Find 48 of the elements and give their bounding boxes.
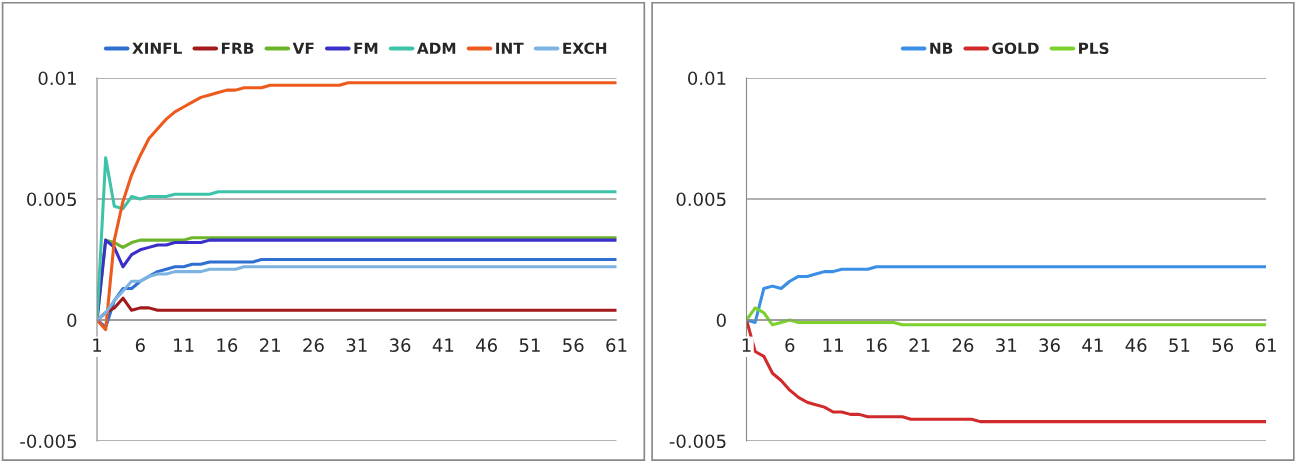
x-tick-label: 1 <box>93 338 102 352</box>
legend-label: EXCH <box>563 42 607 55</box>
y-tick-label: 0.01 <box>688 71 726 86</box>
x-tick-label: 61 <box>1255 338 1276 353</box>
x-tick-label: 51 <box>519 338 540 353</box>
legend-label: XINFL <box>132 42 182 54</box>
x-tick-label: 11 <box>823 338 843 352</box>
x-tick-label: 46 <box>1125 338 1147 353</box>
x-tick-label: 56 <box>563 338 584 353</box>
x-tick-label: 56 <box>1212 338 1234 353</box>
x-tick-label: 6 <box>135 338 145 353</box>
legend-label: FRB <box>221 42 254 54</box>
y-tick-label: 0 <box>716 313 726 328</box>
y-tick-label: 0.005 <box>27 192 76 207</box>
x-tick-label: 31 <box>996 338 1017 353</box>
x-tick-label: 21 <box>909 338 930 352</box>
legend-label: ADM <box>416 42 456 54</box>
x-tick-label: 41 <box>432 338 454 352</box>
legend-label: FM <box>354 42 378 54</box>
y-tick-label: -0.005 <box>20 434 76 449</box>
legend-label: NB <box>930 42 953 54</box>
x-tick-label: 16 <box>866 338 887 353</box>
line-series <box>97 265 617 322</box>
line-series <box>746 265 1266 324</box>
legend-label: PLS <box>1079 42 1109 55</box>
x-tick-label: 26 <box>303 338 324 353</box>
x-tick-label: 26 <box>952 338 974 353</box>
legend-label: GOLD <box>992 42 1039 55</box>
x-tick-label: 46 <box>476 338 497 353</box>
y-tick-label: 0.01 <box>38 71 76 86</box>
legend-label: VF <box>292 42 314 54</box>
line-series <box>746 306 1266 327</box>
x-tick-label: 21 <box>260 338 280 352</box>
x-tick-label: 51 <box>1169 338 1190 353</box>
line-series <box>97 81 617 332</box>
x-tick-label: 31 <box>346 338 367 353</box>
legend-label: INT <box>496 42 524 54</box>
x-tick-label: 16 <box>217 338 238 353</box>
x-tick-label: 36 <box>389 338 411 353</box>
y-tick-label: 0.005 <box>676 192 726 207</box>
y-tick-label: -0.005 <box>669 434 726 449</box>
x-tick-label: 1 <box>742 338 751 352</box>
x-tick-label: 36 <box>1039 338 1060 353</box>
x-tick-label: 11 <box>174 338 194 352</box>
x-tick-label: 6 <box>785 338 795 353</box>
x-tick-label: 41 <box>1082 338 1103 352</box>
x-tick-label: 61 <box>606 338 627 353</box>
y-tick-label: 0 <box>67 313 77 328</box>
